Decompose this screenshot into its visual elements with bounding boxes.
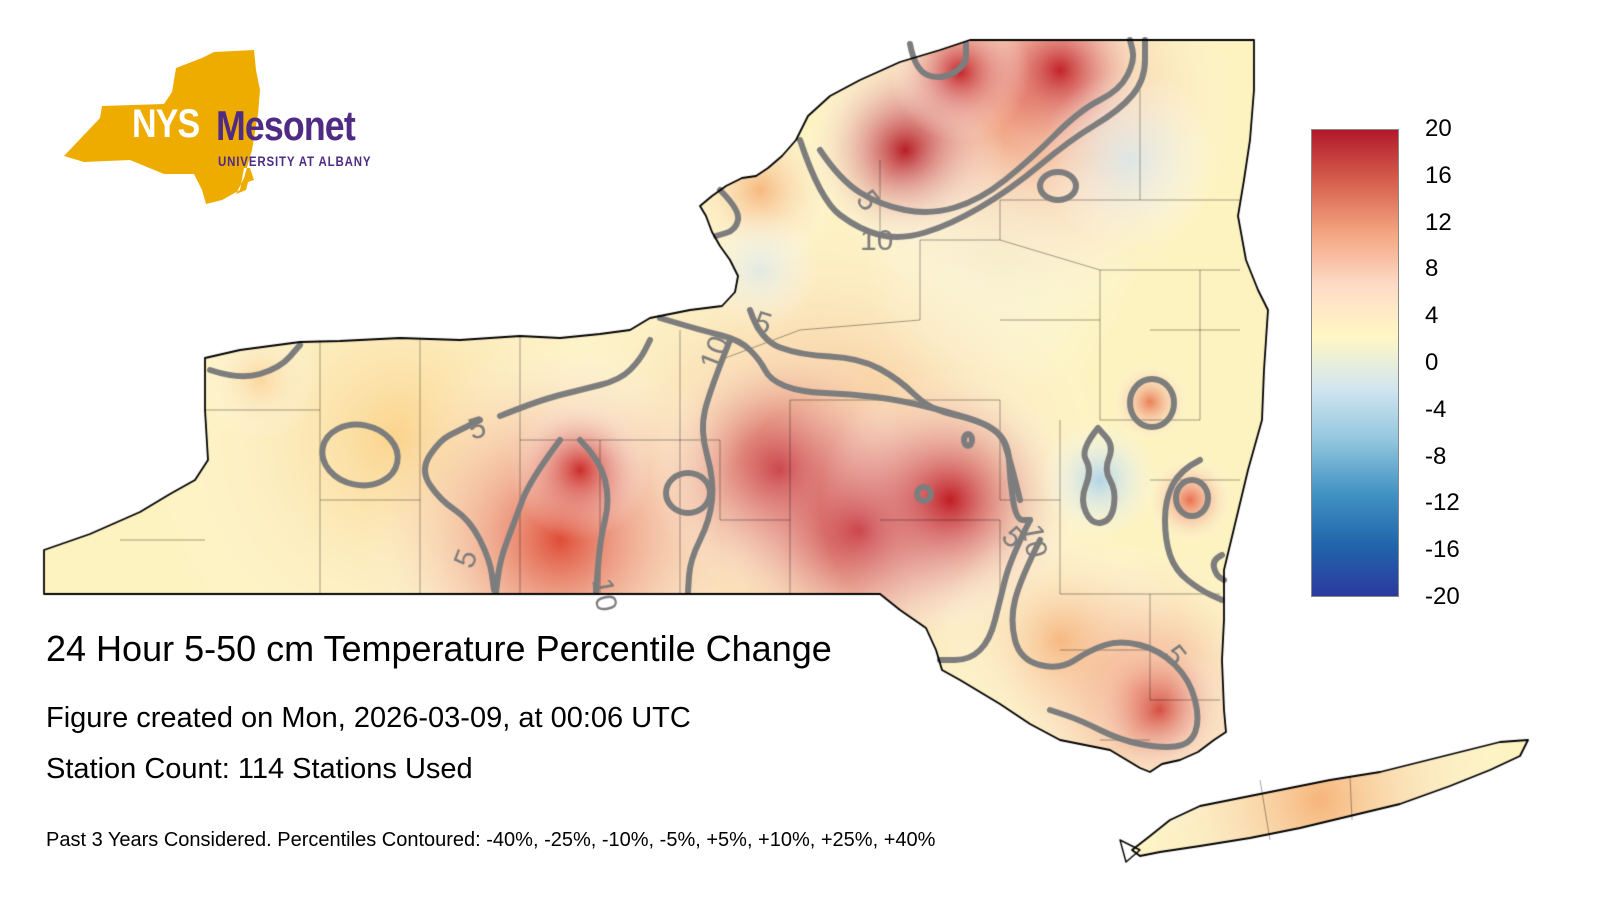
colorbar-tick-label: -4 [1425,395,1447,423]
colorbar-tick-label: 12 [1425,208,1452,236]
contour-note: Past 3 Years Considered. Percentiles Con… [46,829,936,851]
colorbar-tick-label: -12 [1425,489,1460,517]
nys-mesonet-logo: NYS Mesonet UNIVERSITY AT ALBANY [44,44,404,214]
colorbar-tick-label: 0 [1425,349,1439,376]
station-count: Station Count: 114 Stations Used [46,753,473,785]
created-timestamp: Figure created on Mon, 2026-03-09, at 00… [46,702,691,734]
colorbar-tick-label: -16 [1425,536,1460,564]
logo-university-text: UNIVERSITY AT ALBANY [218,154,372,169]
state-silhouette-icon [64,50,260,204]
colorbar-tick-label: -20 [1425,583,1460,610]
colorbar-tick-label: 4 [1425,302,1439,330]
figure-title: 24 Hour 5-50 cm Temperature Percentile C… [46,628,832,669]
logo-nys-text: NYS [132,102,200,146]
colorbar-tick-label: 16 [1425,161,1452,189]
colorbar-tick-label: -8 [1425,442,1447,470]
logo-mesonet-text: Mesonet [216,102,356,149]
colorbar [1311,129,1399,597]
colorbar-tick-label: 8 [1425,255,1439,283]
colorbar-tick-label: 20 [1425,115,1452,142]
